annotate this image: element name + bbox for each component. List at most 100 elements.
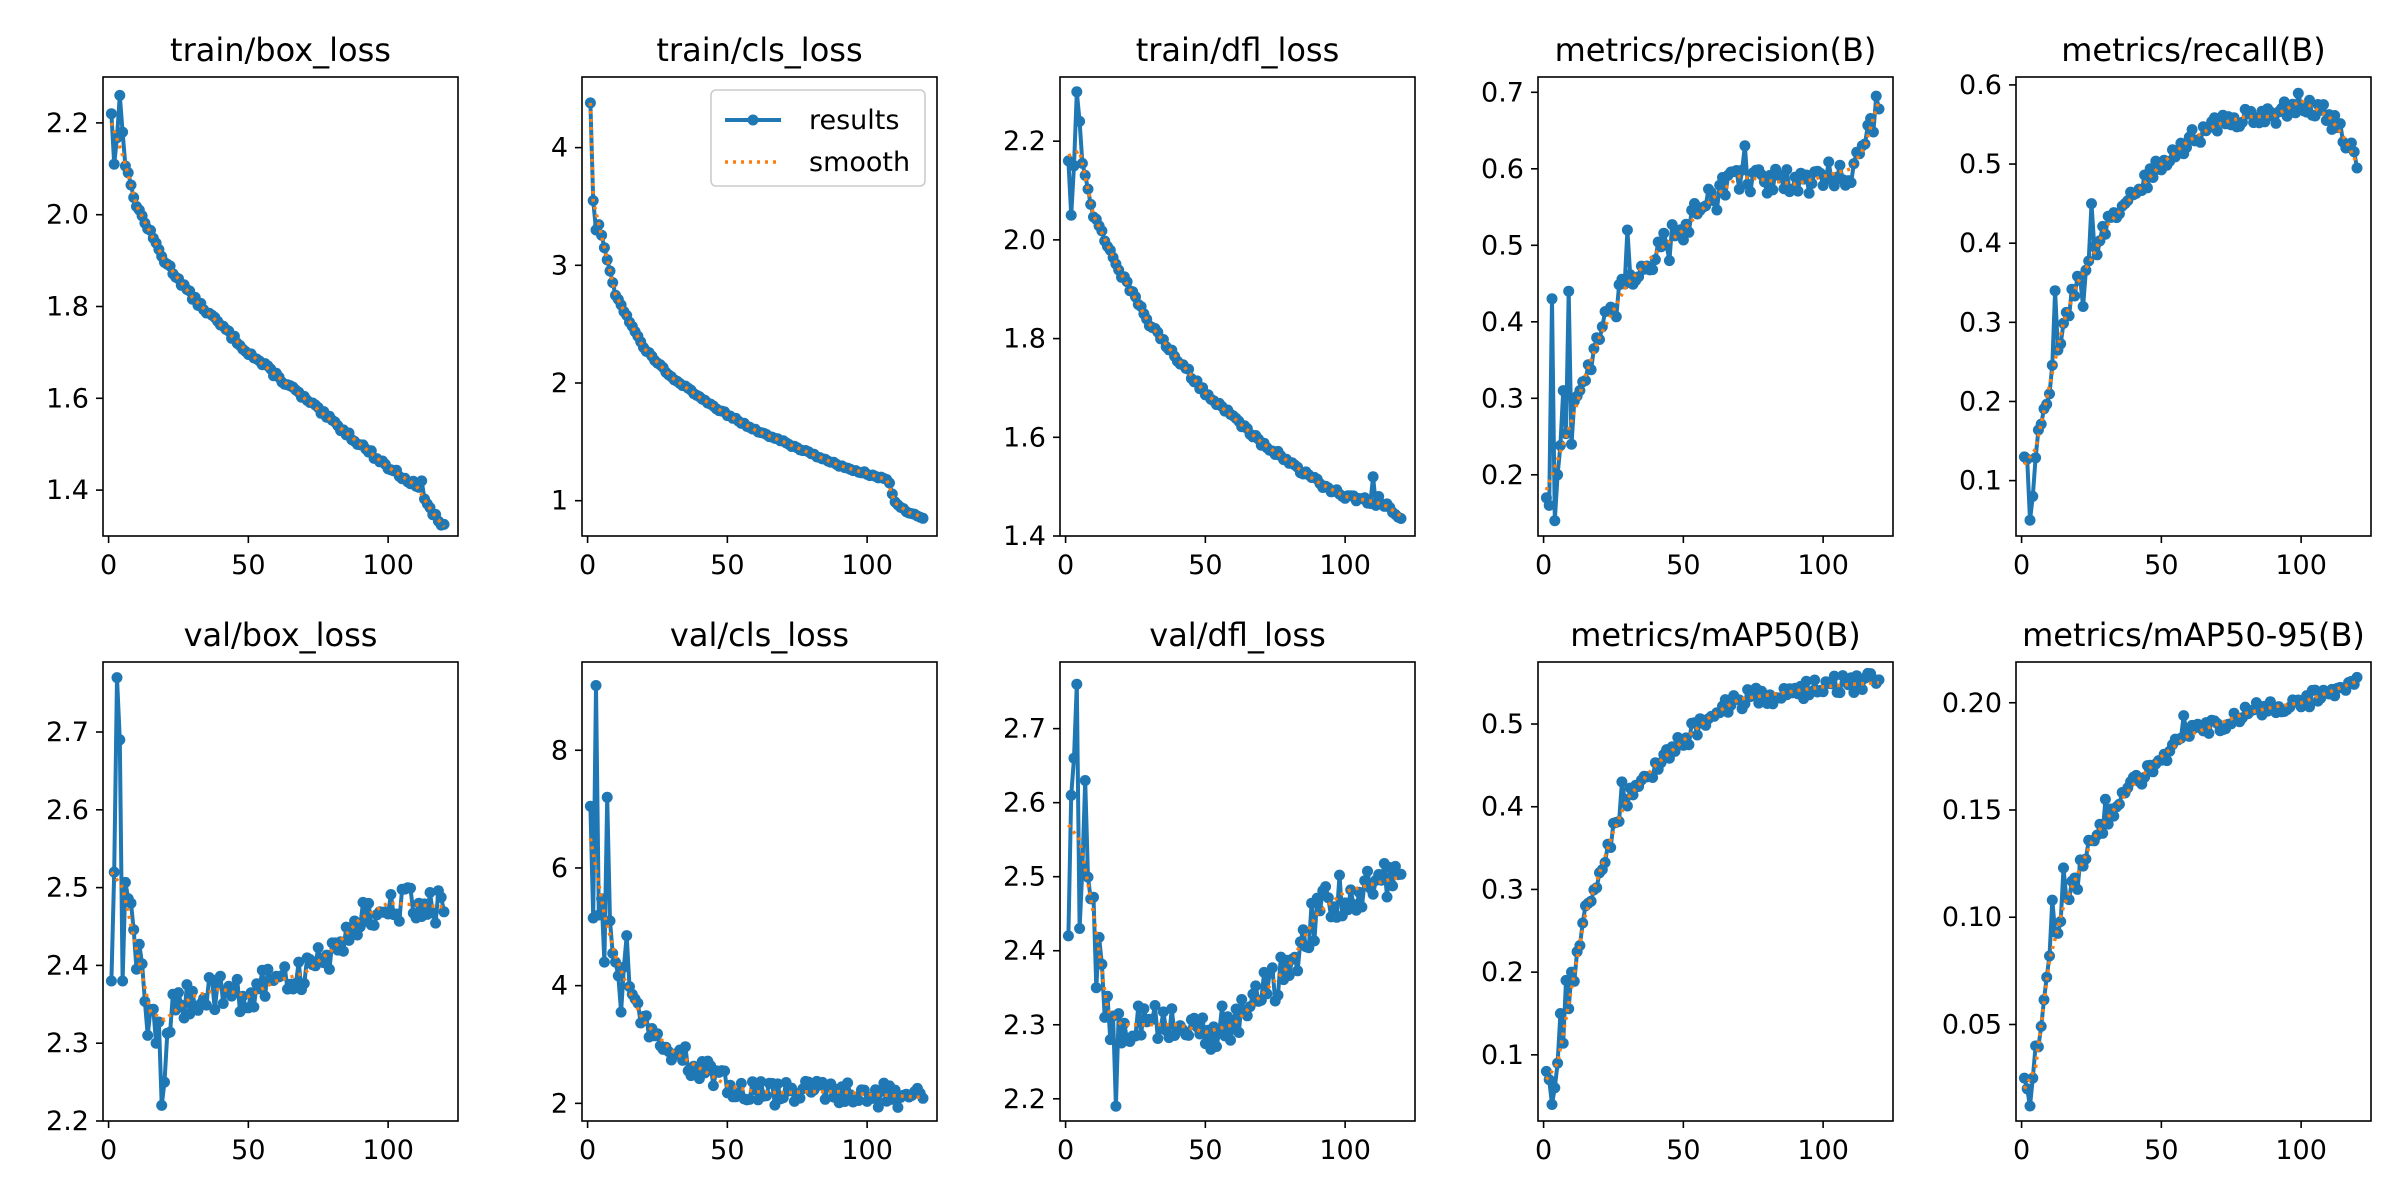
results-point [1076, 862, 1088, 874]
results-point [231, 973, 243, 985]
results-point [1616, 776, 1628, 788]
x-tick-label: 100 [2275, 550, 2327, 581]
results-point [2292, 87, 2304, 99]
results-point [1188, 1012, 1200, 1024]
panel-title: train/box_loss [170, 31, 391, 69]
y-tick-label: 2.3 [1003, 1010, 1046, 1041]
results-point [1283, 970, 1295, 981]
results-point [1566, 438, 1577, 450]
results-point [755, 1076, 767, 1088]
panel-9: metrics/mAP50-95(B) 0 50 100 0.05 0.10 0.15 0.2… [1942, 616, 2372, 1166]
y-tick-label: 0.2 [1959, 386, 2002, 417]
results-point [2035, 418, 2047, 430]
results-point [1079, 169, 1091, 181]
results-point [1708, 195, 1720, 207]
results-point [1605, 842, 1617, 853]
results-point [853, 1095, 865, 1106]
results-point [598, 956, 610, 968]
y-tick-label: 2.2 [46, 1106, 89, 1137]
results-point [1104, 1034, 1116, 1046]
y-tick-label: 0.3 [1481, 383, 1524, 414]
results-point [1071, 86, 1083, 98]
results-point [136, 958, 148, 970]
results-point [1744, 186, 1756, 198]
x-tick-label: 100 [362, 550, 414, 581]
results-point [217, 998, 229, 1009]
results-point [1272, 989, 1284, 1001]
results-point [2203, 727, 2215, 739]
x-tick-label: 100 [1797, 1135, 1849, 1166]
results-point [405, 882, 416, 894]
results-point [1792, 185, 1804, 197]
x-tick-label: 50 [231, 1135, 265, 1166]
results-point [105, 975, 117, 987]
results-point [1848, 687, 1860, 698]
results-point [2144, 163, 2156, 175]
results-point [1591, 882, 1603, 894]
results-point [279, 961, 291, 973]
results-point [761, 1090, 772, 1102]
plot-area [1062, 86, 1407, 524]
results-point [1334, 869, 1345, 881]
results-point [200, 999, 212, 1011]
axes-frame [581, 76, 938, 537]
results-point [1781, 164, 1793, 176]
results-point [1395, 513, 1407, 524]
smooth-line [2022, 679, 2358, 1090]
results-point [1183, 1029, 1195, 1041]
results-line [1066, 89, 1402, 521]
results-point [2027, 490, 2039, 502]
results-point [2021, 1083, 2033, 1095]
panel-2: train/dfl_loss 0 50 100 1.4 1.6 1.8 2.0 2.2 [1003, 31, 1416, 581]
results-point [1873, 674, 1885, 686]
y-tick-label: 2.5 [1003, 862, 1046, 893]
results-point [621, 930, 633, 942]
results-point [2351, 671, 2363, 683]
results-point [1677, 234, 1689, 246]
x-tick-label: 50 [2144, 1135, 2178, 1166]
y-tick-label: 0.3 [1959, 307, 2002, 338]
results-point [363, 897, 375, 909]
y-tick-label: 0.5 [1959, 149, 2002, 180]
results-point [337, 945, 349, 957]
results-point [2046, 894, 2058, 906]
results-point [1068, 752, 1080, 764]
y-tick-label: 2.6 [46, 795, 89, 826]
panel-title: val/cls_loss [670, 616, 849, 654]
results-point [596, 229, 608, 241]
results-point [323, 963, 335, 975]
results-point [1152, 1033, 1164, 1044]
results-point [2077, 301, 2089, 312]
results-point [1809, 674, 1821, 686]
results-point [2181, 142, 2192, 153]
smooth-line [588, 102, 924, 519]
results-point [1828, 670, 1840, 682]
results-point [2195, 136, 2206, 148]
x-tick-label: 50 [1188, 550, 1222, 581]
results-point [125, 897, 137, 909]
axes-frame [102, 76, 459, 537]
results-point [1356, 901, 1368, 913]
y-tick-label: 2.0 [1003, 225, 1046, 256]
y-tick-label: 3 [551, 250, 568, 281]
results-point [917, 1092, 929, 1104]
y-tick-label: 0.3 [1481, 874, 1524, 905]
results-point [2278, 96, 2290, 108]
y-tick-label: 2.2 [46, 108, 89, 139]
results-point [2058, 862, 2069, 874]
y-tick-label: 0.2 [1481, 957, 1524, 988]
results-point [2186, 124, 2198, 136]
results-point [892, 1101, 904, 1113]
results-point [427, 907, 439, 919]
results-point [385, 889, 397, 900]
results-point [2086, 198, 2097, 210]
results-point [1292, 965, 1304, 977]
results-point [1800, 675, 1812, 687]
results-point [108, 866, 120, 878]
results-point [2058, 317, 2069, 329]
results-point [2024, 1100, 2036, 1112]
results-point [293, 956, 305, 968]
panel-5: val/box_loss 0 50 100 2.2 2.3 2.4 2.5 2.6 2.7 [46, 616, 459, 1166]
results-point [2178, 710, 2190, 722]
x-tick-label: 0 [1535, 550, 1552, 581]
